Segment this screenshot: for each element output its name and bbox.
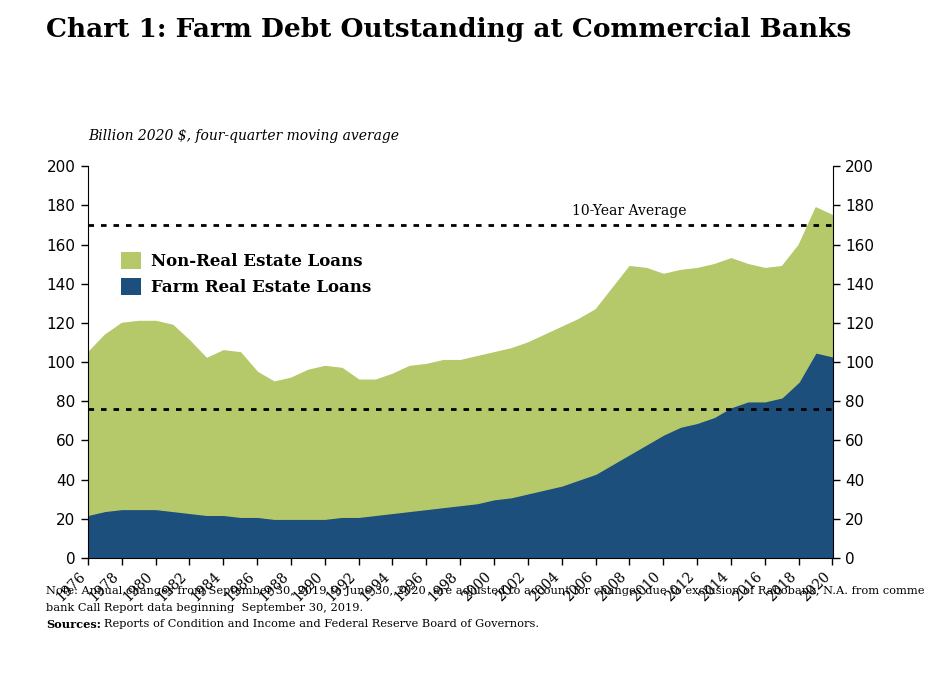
- Text: Note: Annual changes from September 30, 2019 to June 30, 2020  are adjusted to a: Note: Annual changes from September 30, …: [46, 586, 925, 595]
- Text: Billion 2020 $, four-quarter moving average: Billion 2020 $, four-quarter moving aver…: [88, 130, 399, 143]
- Text: Reports of Condition and Income and Federal Reserve Board of Governors.: Reports of Condition and Income and Fede…: [104, 619, 538, 629]
- Text: Sources:: Sources:: [46, 619, 101, 630]
- Legend: Non-Real Estate Loans, Farm Real Estate Loans: Non-Real Estate Loans, Farm Real Estate …: [115, 245, 378, 303]
- Text: bank Call Report data beginning  September 30, 2019.: bank Call Report data beginning Septembe…: [46, 603, 364, 613]
- Text: Chart 1: Farm Debt Outstanding at Commercial Banks: Chart 1: Farm Debt Outstanding at Commer…: [46, 17, 852, 42]
- Text: 10-Year Average: 10-Year Average: [573, 204, 686, 218]
